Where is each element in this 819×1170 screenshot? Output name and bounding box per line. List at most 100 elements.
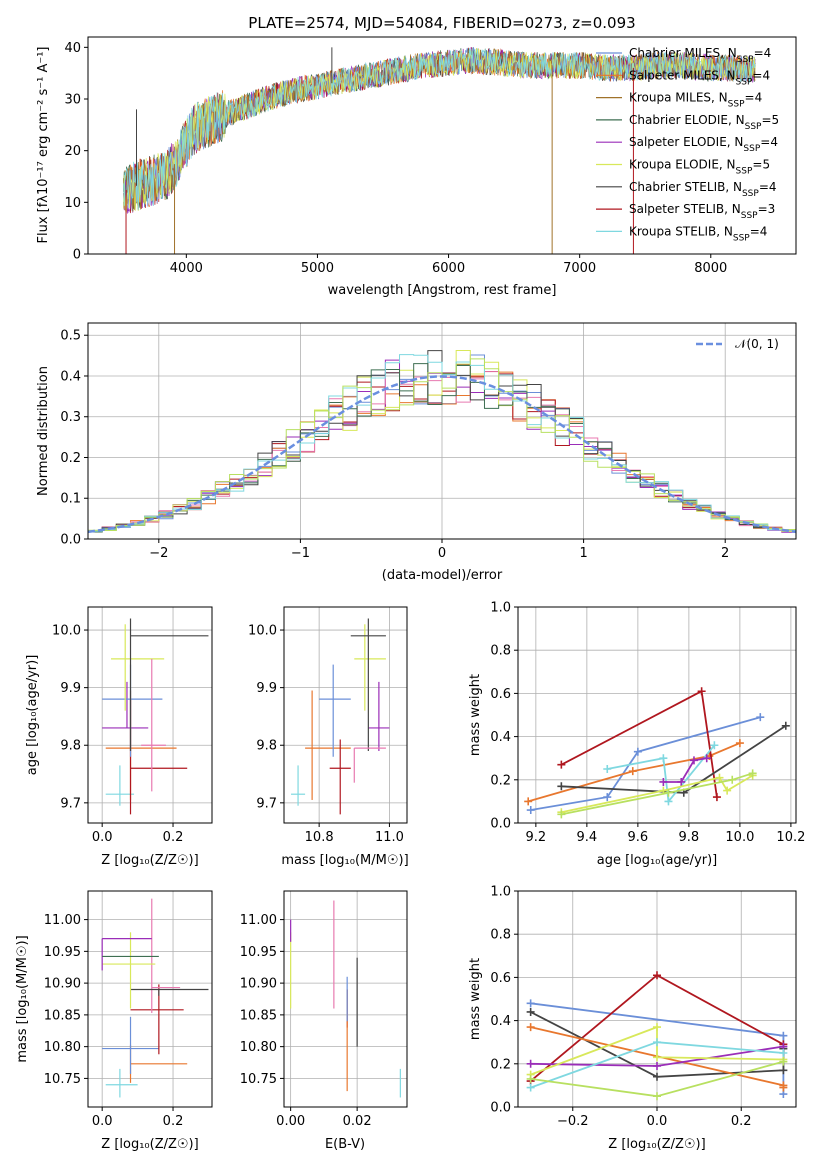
y-tick-label: 10.95 [44,945,81,960]
y-tick-label: 11.00 [44,913,81,928]
x-tick-label: 9.4 [577,830,598,845]
x-tick-label: 11.0 [375,830,404,845]
y-tick-label: 10 [64,196,81,211]
mass-weight-line [663,757,707,783]
x-tick-label: 10.2 [776,830,805,845]
y-tick-label: 0.1 [60,492,81,507]
mass-weight-point [779,1066,788,1075]
spectrum-frame [87,36,797,255]
x-tick-label: 6000 [432,261,465,276]
mass-weight-line [527,742,741,803]
mass-weight-point [653,1061,661,1070]
y-tick-label: 10.0 [52,624,81,639]
y-tick-label: 0.6 [490,687,511,702]
mass-weight-point [664,797,673,806]
y-tick-label: 0.0 [60,533,81,548]
mass-weight-vs-Z-frame [517,890,797,1108]
y-tick-label: 9.7 [60,796,81,811]
x-tick-label: −0.2 [557,1114,589,1129]
mass-weight-line [561,772,753,816]
y-tick-label: 10.85 [240,1008,277,1023]
mass-weight-point [628,767,637,776]
mass-vs-Z-panel: 0.0 0.2 10.75 10.80 10.85 10.90 10.95 11.00 Z [… [15,890,213,1152]
spectrum-panel: 4000 5000 6000 7000 8000 0 10 20 30 40 PLATE=2574… [36,14,797,298]
mass-weight-vs-age-frame [517,606,797,824]
y-tick-label: 0.2 [490,773,511,788]
x-tick-label: 9.6 [628,830,649,845]
y-tick-label: 11.00 [240,913,277,928]
mass-weight-point [664,788,673,797]
y-tick-label: 0.8 [490,928,511,943]
x-tick-label: 0.0 [92,1114,113,1129]
legend-label: Kroupa STELIB, NSSP=4 [629,224,767,243]
mass-weight-point [526,1007,535,1016]
age-vs-Z-frame [87,606,213,824]
mass-weight-point [659,754,668,763]
mass-weight-point [557,760,566,769]
mass-weight-point [633,747,642,756]
y-tick-label: 9.9 [60,681,81,696]
y-tick-label: 10.75 [240,1072,277,1087]
legend-label: Chabrier STELIB, NSSP=4 [629,180,777,199]
legend-label: Salpeter STELIB, NSSP=3 [629,202,775,221]
spectrum-title: PLATE=2574, MJD=54084, FIBERID=0273, z=0… [248,14,635,32]
x-tick-label: 0.2 [731,1114,752,1129]
mass-weight-point [677,777,686,786]
mass-weight-point [526,1083,535,1092]
mass-weight-point [697,687,706,696]
x-tick-label: 7000 [563,261,596,276]
y-tick-label: 0.4 [490,1014,511,1029]
mass-weight-vs-Z-panel: −0.2 0.0 0.2 0.0 0.2 0.4 0.6 0.8 1.0 Z [log₁₀(Z/… [468,885,797,1152]
mass-weight-point [779,1057,788,1066]
legend-label: Kroupa ELODIE, NSSP=5 [629,158,770,177]
mass-weight-vs-Z-xlabel: Z [log₁₀(Z/Z☉)] [608,1137,705,1152]
x-tick-label: 0.2 [163,1114,184,1129]
mass-weight-point [715,773,724,782]
residuals-ylabel: Normed distribution [36,366,51,496]
mass-weight-point [526,806,535,815]
mass-vs-EBV-panel: 0.00 0.02 10.75 10.80 10.85 10.90 10.95 11.00 E… [240,890,408,1152]
y-tick-label: 10.90 [240,977,277,992]
y-tick-label: 0.2 [60,451,81,466]
mass-vs-Z-xlabel: Z [log₁₀(Z/Z☉)] [101,1137,198,1152]
legend-label: Chabrier ELODIE, NSSP=5 [629,113,779,132]
mass-weight-point [756,713,765,722]
y-tick-label: 10.0 [248,624,277,639]
mass-weight-line [560,689,718,798]
y-tick-label: 10.75 [44,1072,81,1087]
y-tick-label: 10.90 [44,977,81,992]
y-tick-label: 10.80 [240,1040,277,1055]
y-tick-label: 9.7 [256,796,277,811]
x-tick-label: 0.02 [343,1114,372,1129]
x-tick-label: 1 [579,546,587,561]
y-tick-label: 20 [64,144,81,159]
mass-weight-point [526,1059,535,1068]
y-tick-label: 0.3 [60,410,81,425]
spectrum-line [123,47,756,210]
mass-weight-point [723,786,732,795]
mass-weight-point [653,1023,661,1032]
x-tick-label: 0.0 [647,1114,668,1129]
mass-weight-point [779,1083,788,1092]
mass-weight-point [653,971,661,980]
mass-weight-point [712,793,721,802]
legend-label: Kroupa MILES, NSSP=4 [629,91,762,110]
mass-weight-point [653,1092,661,1101]
y-tick-label: 0.0 [490,1101,511,1116]
mass-weight-point [603,765,612,773]
x-tick-label: 9.2 [526,830,547,845]
y-tick-label: 1.0 [490,885,511,900]
mass-weight-point [779,1049,788,1057]
x-tick-label: 0.0 [92,830,113,845]
age-vs-mass-frame [283,606,408,824]
residual-histogram [87,358,796,539]
y-tick-label: 9.8 [60,739,81,754]
mass-weight-point [653,1053,661,1062]
x-tick-label: −2 [149,546,168,561]
y-tick-label: 0.0 [490,817,511,832]
spectrum-ylabel: Flux [fλ10⁻¹⁷ erg cm⁻² s⁻¹ A⁻¹] [36,47,51,244]
mass-weight-point [653,1072,661,1081]
x-tick-label: 0 [438,546,446,561]
y-tick-label: 0.6 [490,971,511,986]
